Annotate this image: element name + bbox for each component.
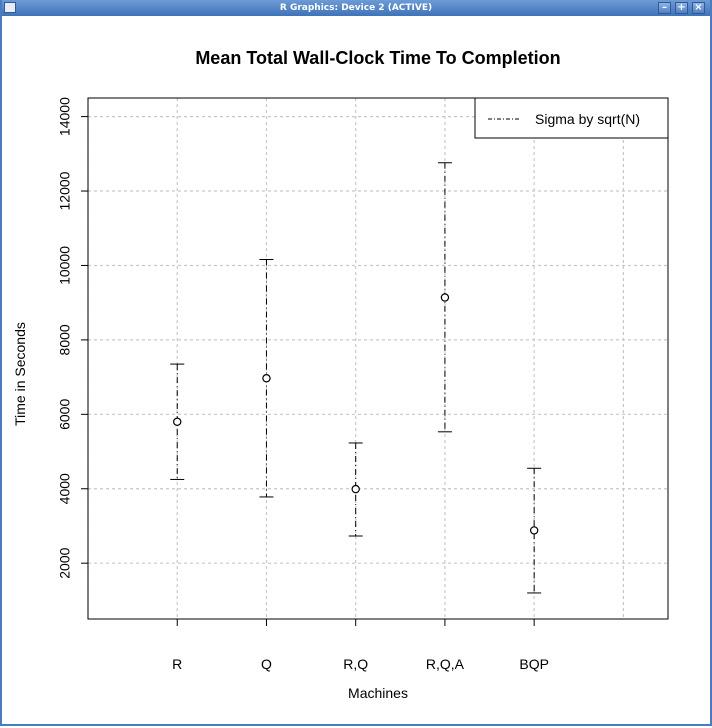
y-axis-label: Time in Seconds [12, 322, 28, 426]
y-tick-label: 2000 [57, 547, 73, 578]
data-point [262, 374, 271, 383]
legend-box [474, 97, 669, 139]
x-tick-label: BQP [519, 656, 549, 672]
y-tick-label: 14000 [57, 97, 73, 136]
chart-title: Mean Total Wall-Clock Time To Completion [195, 48, 560, 68]
data-point [173, 417, 182, 426]
data-point [529, 526, 539, 535]
window-menu-icon[interactable] [4, 2, 16, 13]
chart-canvas: 2000 4000 6000 8000 10000 12000 14000 R Q R,Q R,Q,… [12, 48, 669, 701]
x-tick-label: Q [261, 656, 272, 672]
x-axis-label: Machines [348, 685, 408, 701]
minimize-icon[interactable]: – [658, 2, 671, 14]
legend-entry: Sigma by sqrt(N) [535, 111, 640, 127]
y-tick-label: 6000 [57, 399, 73, 430]
data-point [440, 293, 450, 302]
x-tick-label: R [172, 656, 182, 672]
maximize-icon[interactable]: + [675, 2, 688, 14]
y-tick-label: 10000 [57, 246, 73, 285]
plot-area: 2000 4000 6000 8000 10000 12000 14000 R Q R,Q R,Q,… [2, 16, 710, 728]
y-tick-label: 8000 [57, 324, 73, 355]
x-tick-label: R,Q,A [426, 656, 465, 672]
grid-lines [87, 98, 668, 619]
y-tick-label: 12000 [57, 171, 73, 210]
window-title: R Graphics: Device 2 (ACTIVE) [279, 3, 433, 13]
window-titlebar[interactable]: R Graphics: Device 2 (ACTIVE) – + × [2, 0, 710, 16]
y-tick-label: 4000 [57, 473, 73, 504]
data-marks [170, 162, 542, 594]
x-tick-label: R,Q [343, 656, 368, 672]
legend: Sigma by sqrt(N) [474, 97, 669, 139]
close-icon[interactable]: × [692, 2, 705, 14]
axes: 2000 4000 6000 8000 10000 12000 14000 R Q R,Q R,Q,… [57, 97, 549, 672]
data-point [351, 484, 360, 494]
plot-frame [87, 97, 669, 620]
